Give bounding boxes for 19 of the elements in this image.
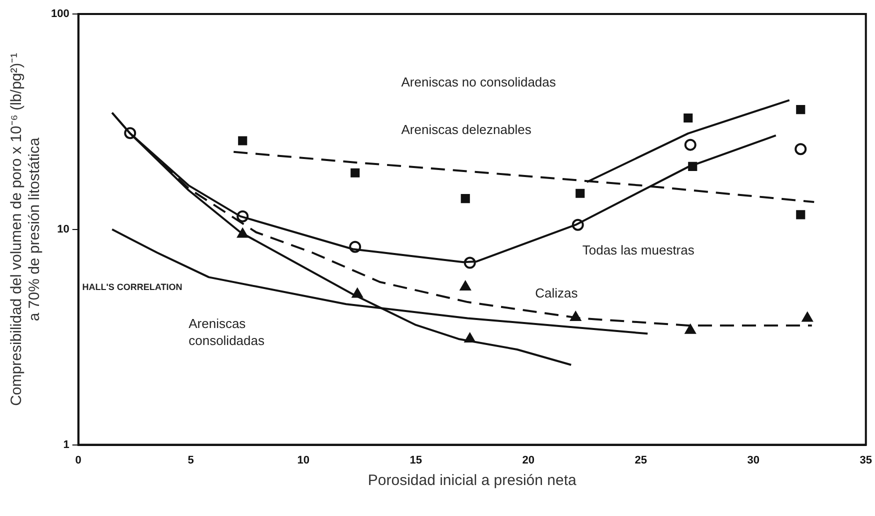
x-tick-label: 0	[75, 454, 82, 466]
x-tick-label: 10	[297, 454, 310, 466]
x-tick-label: 5	[188, 454, 194, 466]
annotation: Todas las muestras	[582, 242, 695, 258]
annotation: Areniscas deleznables	[401, 122, 532, 137]
y-tick-label: 10	[57, 223, 70, 236]
y-tick-label: 100	[50, 8, 70, 20]
x-tick-label: 30	[747, 454, 760, 466]
annotation: Areniscas consolidadas	[188, 316, 265, 348]
annotation: HALL'S CORRELATION	[82, 282, 182, 292]
x-tick-label: 15	[410, 454, 422, 466]
x-tick-label: 35	[860, 454, 872, 466]
y-tick-label: 1	[63, 438, 70, 451]
annotation: Calizas	[535, 286, 578, 301]
y-axis-title: Compresibilidad del volumen de poro x 10⁻⁶ (lb/pg²)⁻¹ a 70% de presión litostática	[8, 52, 44, 406]
x-tick-label: 20	[522, 454, 534, 466]
annotation: Areniscas no consolidadas	[401, 74, 556, 90]
x-tick-label: 25	[634, 454, 647, 466]
x-axis-title: Porosidad inicial a presión neta	[368, 472, 578, 490]
